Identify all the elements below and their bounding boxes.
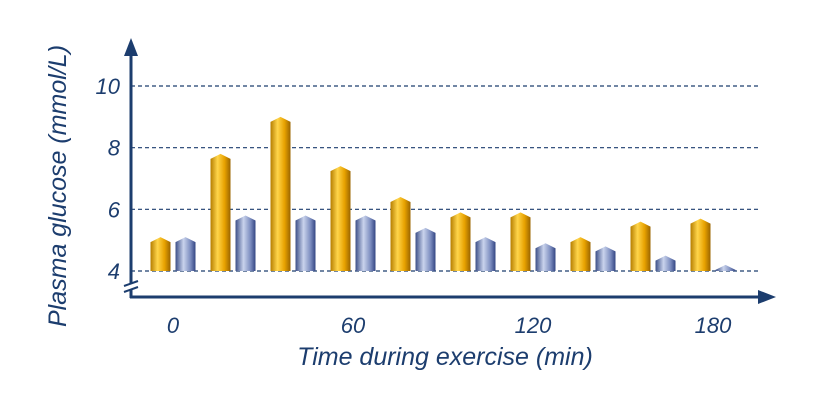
y-tick-label: 10 bbox=[96, 74, 121, 99]
axis-break-icon bbox=[123, 280, 139, 293]
bar-series1-x100 bbox=[450, 212, 471, 271]
x-tick-labels: 0 60 120 180 bbox=[167, 313, 732, 338]
x-tick-label: 0 bbox=[167, 313, 180, 338]
y-axis-title: Plasma glucose (mmol/L) bbox=[44, 45, 72, 327]
y-tick-label: 4 bbox=[108, 259, 120, 284]
x-tick-label: 60 bbox=[341, 313, 366, 338]
bar-series1-x40 bbox=[270, 116, 291, 271]
y-tick-label: 6 bbox=[108, 197, 121, 222]
bar-series1-x60 bbox=[330, 166, 351, 271]
bar-series1-x80 bbox=[390, 197, 411, 271]
x-axis bbox=[130, 290, 776, 304]
bar-series2-x160 bbox=[655, 255, 676, 271]
bar-series2-x20 bbox=[235, 215, 256, 271]
bar-series2-x180 bbox=[715, 264, 736, 271]
x-axis-arrow-icon bbox=[758, 290, 776, 304]
bar-series1-x20 bbox=[210, 153, 231, 271]
bar-series1-x160 bbox=[630, 221, 651, 271]
y-axis-arrow-icon bbox=[124, 38, 138, 56]
bar-series2-x0 bbox=[175, 237, 196, 271]
bar-series2-x40 bbox=[295, 215, 316, 271]
bar-series1-x0 bbox=[150, 237, 171, 271]
bar-series2-x100 bbox=[475, 237, 496, 271]
x-tick-label: 120 bbox=[515, 313, 552, 338]
x-axis-title: Time during exercise (min) bbox=[297, 343, 593, 371]
bar-series2-x60 bbox=[355, 215, 376, 271]
bar-series1-x120 bbox=[510, 212, 531, 271]
bar-series1-x140 bbox=[570, 237, 591, 271]
y-axis bbox=[123, 38, 139, 298]
y-tick-labels: 4 6 8 10 bbox=[96, 74, 121, 284]
bar-series2-x80 bbox=[415, 227, 436, 271]
x-tick-label: 180 bbox=[695, 313, 732, 338]
bars bbox=[150, 116, 736, 271]
y-tick-label: 8 bbox=[108, 136, 121, 161]
bar-series2-x140 bbox=[595, 246, 616, 271]
bar-series2-x120 bbox=[535, 243, 556, 271]
bar-series1-x180 bbox=[690, 218, 711, 271]
